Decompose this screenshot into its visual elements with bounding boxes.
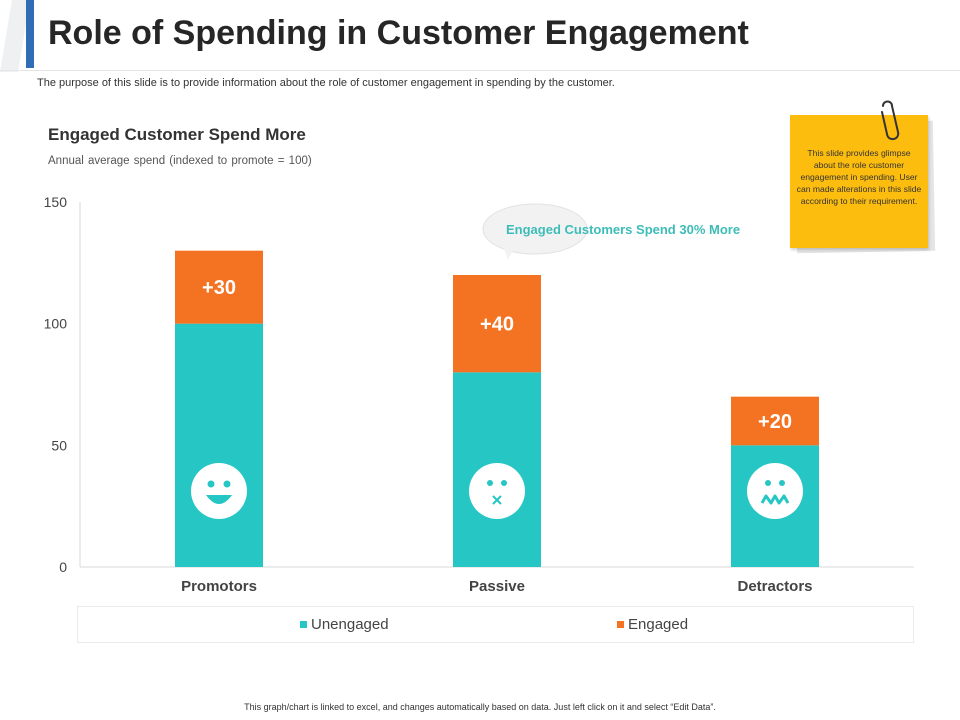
bar-engaged-passive [453,275,541,373]
chart-title: Engaged Customer Spend More [48,125,306,144]
legend-swatch-unengaged [300,621,307,628]
bar-engaged-detractors [731,396,819,446]
legend-swatch-engaged [617,621,624,628]
x-tick-label: Detractors [737,578,812,595]
footer-note: This graph/chart is linked to excel, and… [244,702,716,712]
bar-unengaged-detractors [731,445,819,567]
face-eye [501,480,507,486]
sticky-note: This slide provides glimpse about the ro… [790,115,928,248]
neutral-face-icon [469,463,525,519]
face-eye [223,480,231,488]
face-mouth [492,495,502,505]
bar-engaged-promotors [175,250,263,324]
title-accent-bar [26,0,34,68]
data-label: +30 [202,277,236,299]
y-tick-label: 150 [44,194,68,210]
face-eye [779,480,785,486]
legend-item-engaged: Engaged [617,616,688,633]
page-title: Role of Spending in Customer Engagement [48,14,749,52]
x-tick-label: Passive [469,578,525,595]
legend-label-unengaged: Unengaged [311,616,389,633]
chart-legend: Unengaged Engaged [77,606,914,643]
face-mouth [760,494,790,505]
bar-unengaged-promotors [175,323,263,567]
data-label: +20 [758,411,792,433]
face-eye [487,480,493,486]
title-divider [0,70,960,71]
chart-subtitle: Annual average spend (indexed to promote… [48,155,312,167]
callout-text: Engaged Customers Spend 30% More [506,222,741,237]
bar-unengaged-passive [453,372,541,567]
y-tick-label: 50 [51,437,67,453]
y-tick-label: 100 [44,316,68,332]
face-eye [207,480,215,488]
paperclip-icon [881,100,900,140]
sad-face-icon [747,463,803,519]
legend-item-unengaged: Unengaged [300,616,389,633]
x-tick-label: Promotors [181,578,257,595]
face-mouth [206,495,232,504]
y-tick-label: 0 [59,559,67,575]
data-label: +40 [480,314,514,336]
face-eye [765,480,771,486]
callout-bubble [482,203,588,260]
sticky-note-text: This slide provides glimpse about the ro… [796,148,922,206]
happy-face-icon [191,463,247,519]
legend-label-engaged: Engaged [628,616,689,633]
page-subtitle: The purpose of this slide is to provide … [37,77,615,89]
